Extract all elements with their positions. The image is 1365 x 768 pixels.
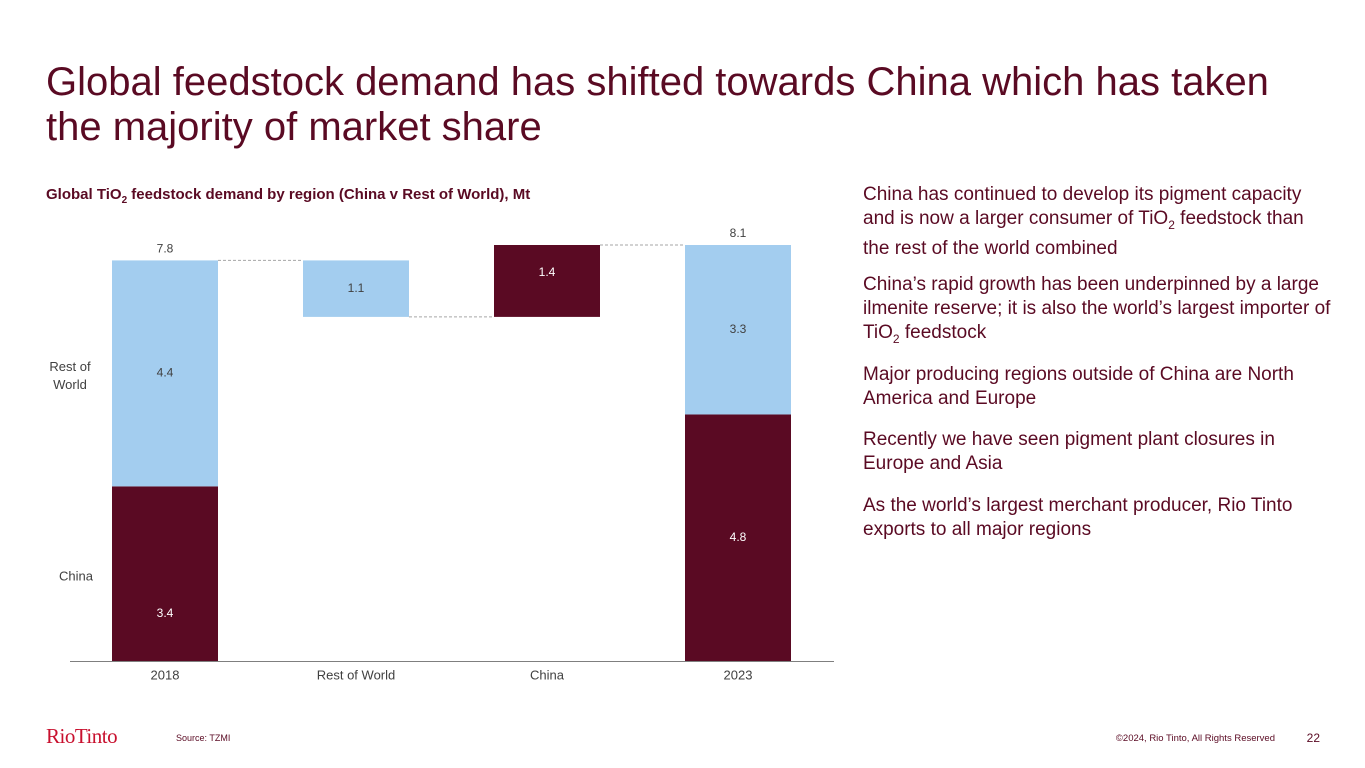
- bullet-3: Major producing regions outside of China…: [863, 363, 1294, 409]
- row-label-china: China: [59, 568, 94, 583]
- slide-title: Global feedstock demand has shifted towa…: [46, 60, 1269, 149]
- bullet-4: Recently we have seen pigment plant clos…: [863, 429, 1275, 475]
- bullet-1: China has continued to develop its pigme…: [863, 184, 1304, 259]
- rio-tinto-logo: RioTinto: [46, 724, 118, 748]
- bar-2018-rest-of-world: [112, 260, 218, 487]
- bar-china-increase: [494, 245, 600, 317]
- bullet-5: As the world’s largest merchant producer…: [863, 495, 1293, 541]
- row-label-rest-of-world: Rest of World: [49, 359, 91, 392]
- chart-title: Global TiO2 feedstock demand by region (…: [46, 186, 531, 206]
- commentary-list: China has continued to develop its pigme…: [863, 183, 1333, 560]
- bar-2023-rest-of-world: [685, 245, 791, 415]
- x-tick-label-china: China: [530, 667, 565, 682]
- x-tick-label-rest-of-world: Rest of World: [317, 667, 396, 682]
- bar-2023-china: [685, 414, 791, 661]
- data-label-china: 1.4: [539, 265, 556, 279]
- bar-rest-of-world-decrease: [303, 260, 409, 317]
- copyright-note: ©2024, Rio Tinto, All Rights Reserved: [1115, 733, 1275, 744]
- data-label-rest-of-world: 1.1: [348, 281, 365, 295]
- x-tick-label-2018: 2018: [151, 667, 180, 682]
- bar-2018-china: [112, 486, 218, 661]
- total-label-2023: 8.1: [730, 226, 747, 240]
- data-label-2023-rest-of-world: 3.3: [730, 322, 747, 336]
- source-note: Source: TZMI: [176, 733, 231, 743]
- waterfall-chart: 3.4 4.4 7.8 1.1 1.4 4.8 3.3 8.1 2018 Rest of Worl…: [49, 226, 834, 682]
- data-label-2023-china: 4.8: [730, 530, 747, 544]
- data-label-2018-rest-of-world: 4.4: [157, 366, 174, 380]
- bullet-2: China’s rapid growth has been underpinne…: [863, 273, 1331, 346]
- page-number: 22: [1306, 731, 1320, 745]
- data-label-2018-china: 3.4: [157, 606, 174, 620]
- total-label-2018: 7.8: [157, 242, 174, 256]
- x-tick-label-2023: 2023: [724, 667, 753, 682]
